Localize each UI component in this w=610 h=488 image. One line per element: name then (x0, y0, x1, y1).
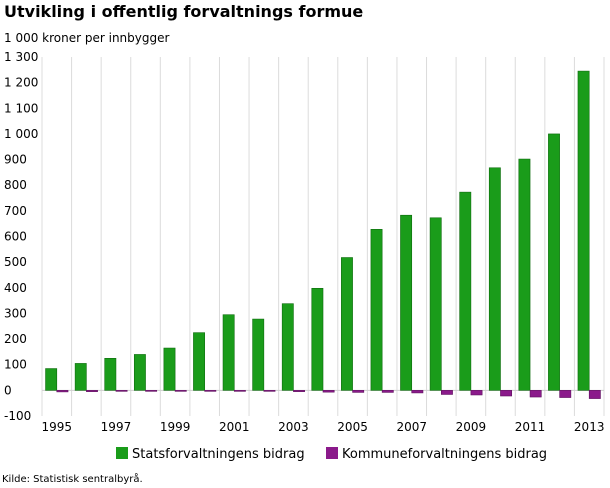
bar-1998-series-1 (133, 354, 146, 391)
bar-2007-series-2 (411, 390, 424, 394)
bar-1995-series-1 (45, 368, 58, 391)
legend-swatch-2 (326, 447, 338, 459)
bar-2005-series-2 (352, 390, 365, 393)
gridlines (41, 57, 605, 416)
bar-1998-series-2 (145, 390, 158, 392)
bar-2000-series-1 (193, 332, 205, 391)
bar-2007-series-1 (400, 214, 413, 391)
bar-2002-series-2 (263, 390, 276, 392)
y-axis-label: 1 000 kroner per innbygger (4, 31, 170, 45)
x-tick-label: 2001 (219, 420, 250, 434)
bar-2001-series-1 (222, 314, 235, 391)
bar-1996-series-2 (86, 390, 98, 392)
bar-2009-series-1 (459, 191, 472, 391)
source-note: Kilde: Statistisk sentralbyrå. (2, 474, 143, 485)
bar-2006-series-1 (370, 229, 383, 391)
y-tick-label: 100 (4, 358, 27, 372)
x-tick-label: 2007 (396, 420, 427, 434)
y-tick-label: 1 200 (4, 76, 38, 90)
x-tick-label: 2005 (337, 420, 368, 434)
x-tick-label: 2013 (574, 420, 605, 434)
bar-2010-series-2 (500, 390, 513, 397)
bar-2006-series-2 (381, 390, 394, 393)
y-tick-label: 700 (4, 204, 27, 218)
chart-title: Utvikling i offentlig forvaltnings formu… (4, 2, 364, 21)
y-tick-label: 1 100 (4, 101, 38, 115)
bar-2012-series-1 (548, 133, 560, 391)
y-tick-label: -100 (4, 409, 31, 423)
bar-1995-series-2 (56, 390, 69, 393)
bar-2009-series-2 (470, 390, 483, 396)
bar-2011-series-2 (529, 390, 542, 398)
bar-1997-series-1 (104, 358, 117, 391)
legend: Statsforvaltningens bidrag Kommuneforvalt… (116, 447, 547, 462)
x-tick-label: 2003 (278, 420, 309, 434)
bar-2012-series-2 (559, 390, 572, 398)
bar-2008-series-1 (429, 217, 442, 391)
bar-2004-series-1 (311, 287, 324, 391)
bar-2010-series-1 (488, 167, 501, 391)
bar-1999-series-2 (174, 390, 187, 392)
bar-2013-series-2 (588, 390, 601, 399)
y-tick-label: 1 000 (4, 127, 38, 141)
y-tick-label: 900 (4, 153, 27, 167)
legend-swatch-1 (116, 447, 128, 459)
y-tick-label: 500 (4, 255, 27, 269)
bar-2013-series-1 (577, 70, 590, 391)
bar-2002-series-1 (252, 318, 265, 391)
y-tick-label: 400 (4, 281, 27, 295)
y-tick-label: 0 (4, 383, 12, 397)
y-tick-label: 200 (4, 332, 27, 346)
bar-2003-series-1 (281, 303, 294, 391)
bar-1997-series-2 (115, 390, 128, 392)
bar-2005-series-1 (341, 257, 353, 391)
x-tick-label: 2011 (515, 420, 546, 434)
bar-2004-series-2 (322, 390, 335, 393)
bar-1996-series-1 (74, 363, 87, 391)
x-tick-label: 1995 (42, 420, 73, 434)
bar-1999-series-1 (163, 347, 176, 391)
y-tick-label: 1 300 (4, 50, 38, 64)
bars (45, 70, 601, 399)
bar-2011-series-1 (518, 158, 531, 391)
y-tick-label: 300 (4, 306, 27, 320)
y-tick-label: 800 (4, 178, 27, 192)
bar-2008-series-2 (441, 390, 453, 395)
legend-label-1: Statsforvaltningens bidrag (132, 447, 305, 462)
bar-2001-series-2 (233, 390, 246, 392)
bar-2000-series-2 (204, 390, 217, 392)
legend-label-2: Kommuneforvaltningens bidrag (342, 447, 547, 462)
x-tick-label: 1999 (160, 420, 191, 434)
x-tick-label: 2009 (456, 420, 487, 434)
bar-2003-series-2 (293, 390, 305, 392)
x-tick-label: 1997 (101, 420, 132, 434)
y-tick-label: 600 (4, 230, 27, 244)
